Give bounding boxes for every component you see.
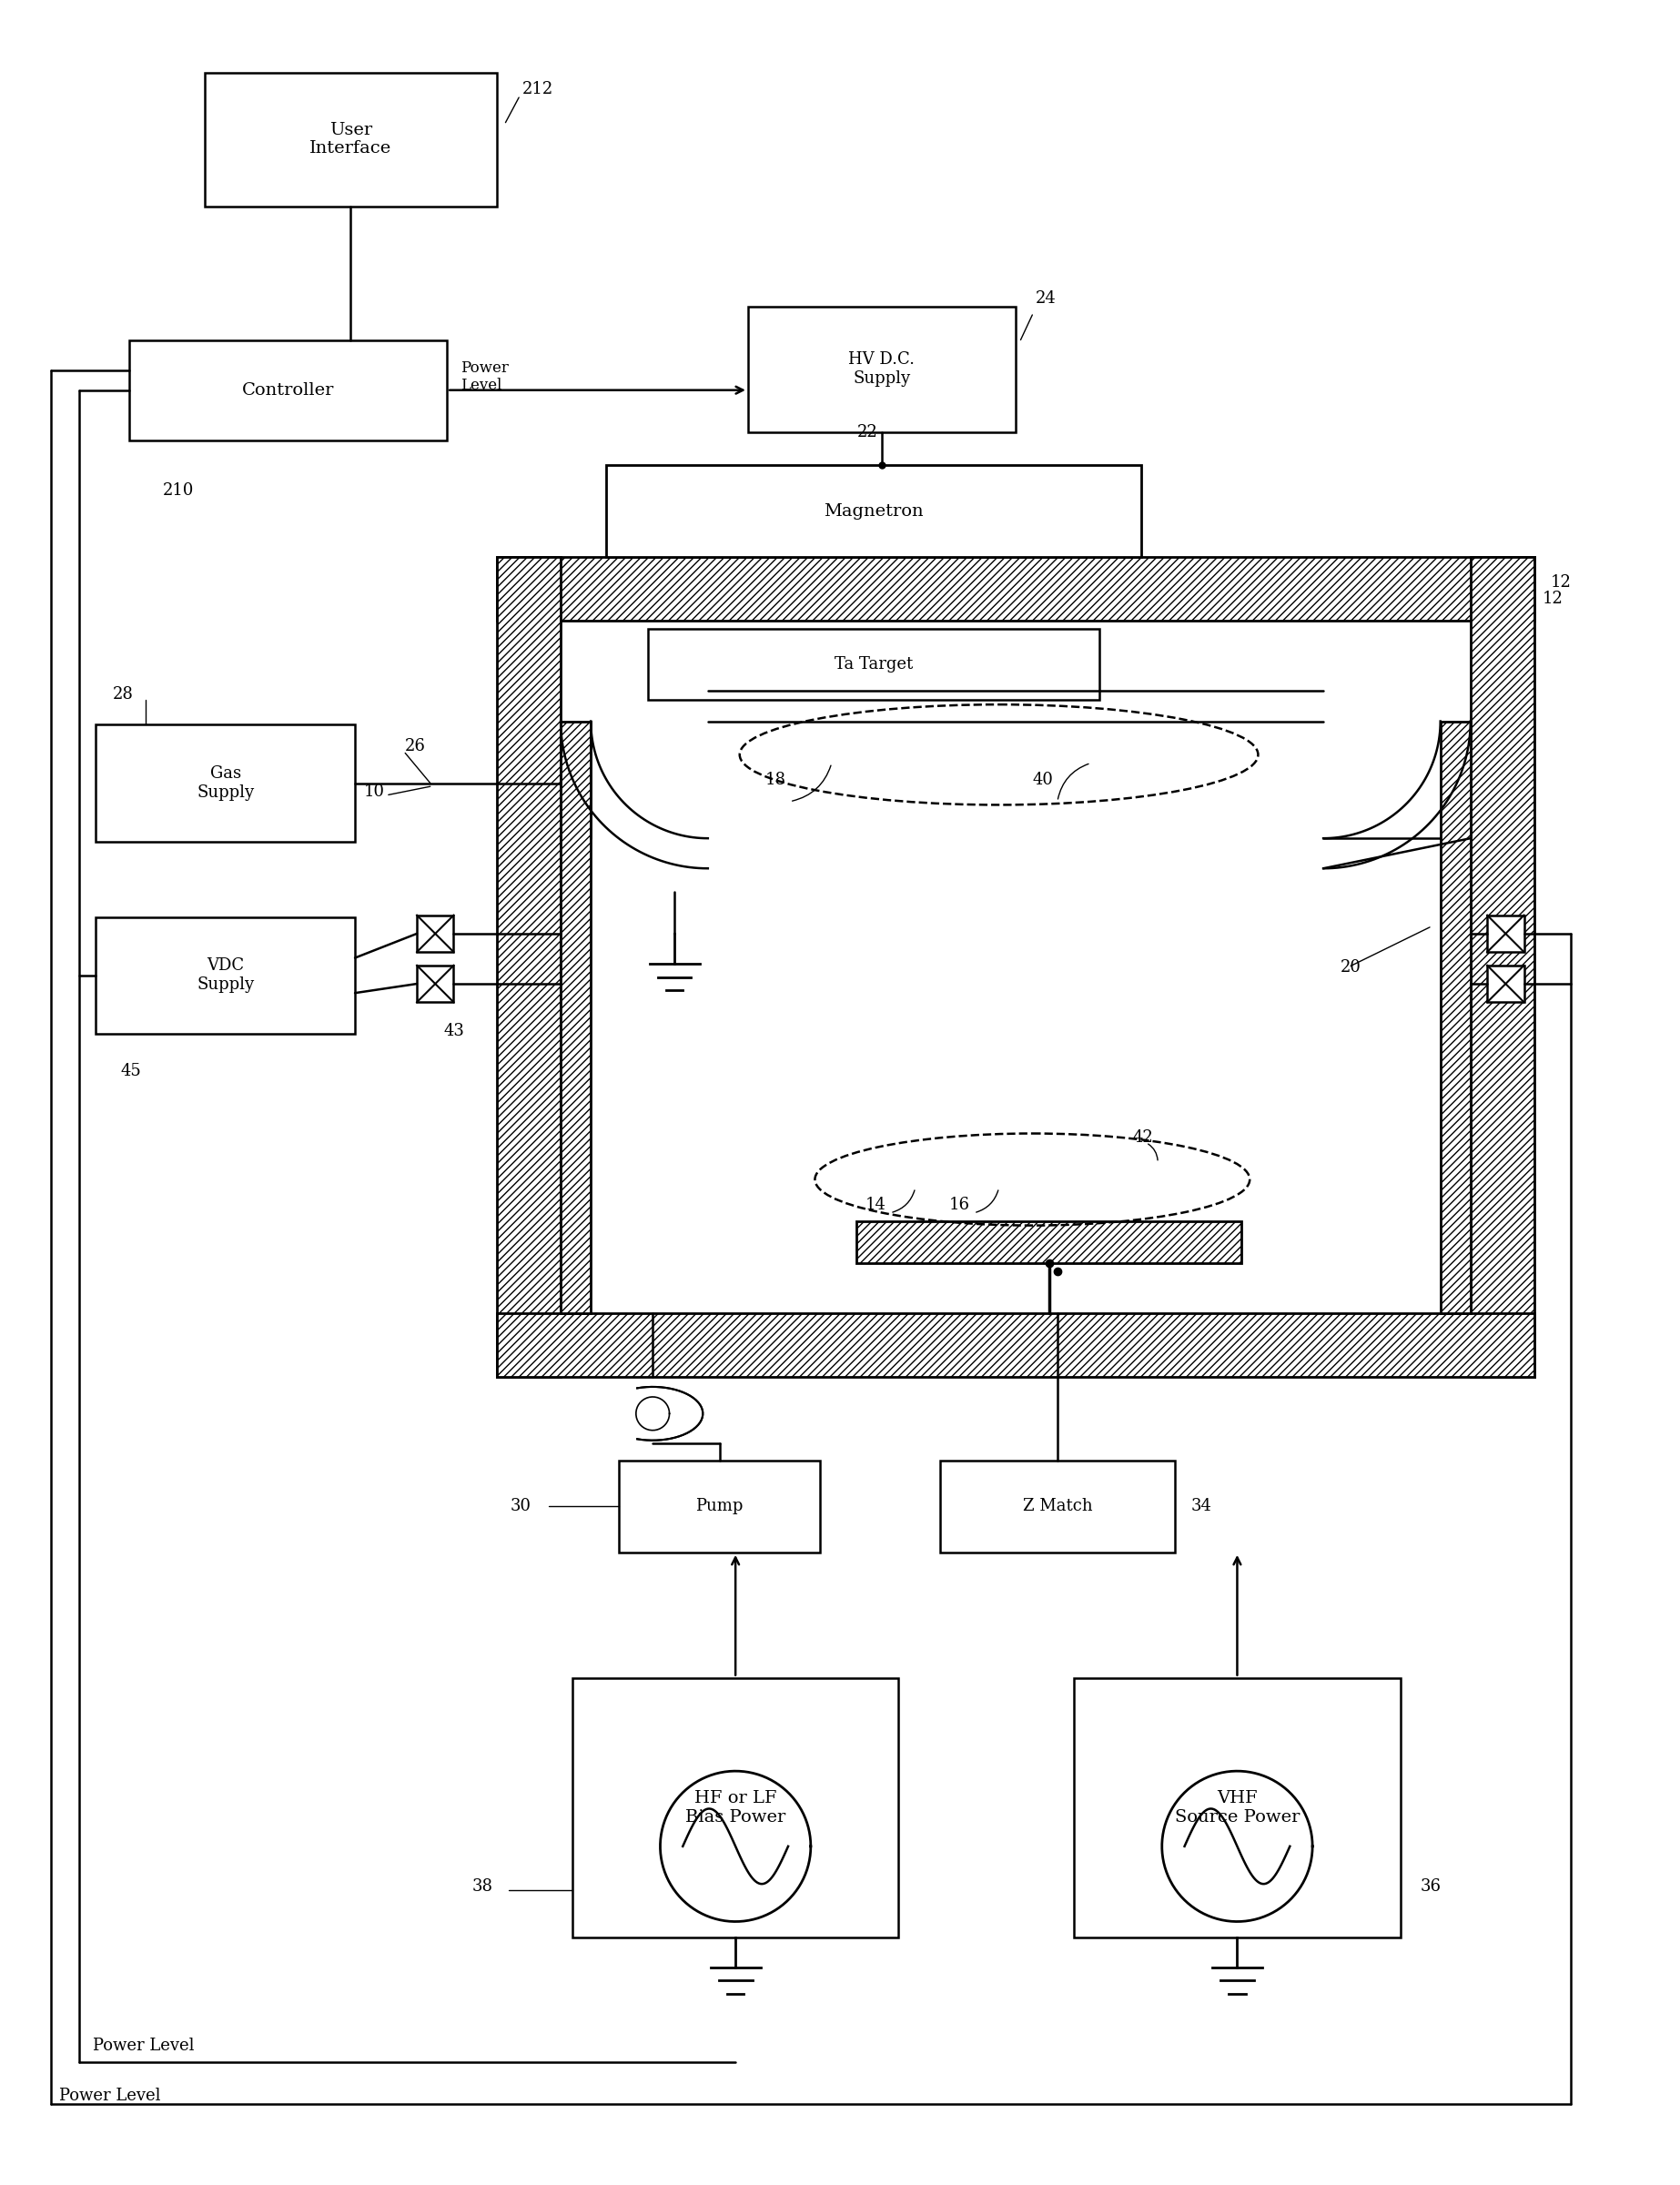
Bar <box>857 1221 1242 1263</box>
Text: Pump: Pump <box>696 1499 744 1514</box>
Bar <box>648 629 1099 699</box>
Text: 28: 28 <box>113 686 133 704</box>
Text: 210: 210 <box>163 483 193 498</box>
Text: 40: 40 <box>1032 771 1053 789</box>
Text: VDC
Supply: VDC Supply <box>197 957 254 994</box>
Bar <box>1487 966 1524 1003</box>
Text: 36: 36 <box>1420 1879 1441 1894</box>
Text: 12: 12 <box>1551 575 1571 590</box>
Bar <box>497 557 1534 621</box>
Bar <box>497 557 561 1377</box>
Text: 34: 34 <box>1191 1499 1211 1514</box>
Text: 14: 14 <box>865 1197 885 1213</box>
Bar <box>1440 721 1470 1313</box>
Text: 20: 20 <box>1341 959 1361 975</box>
Text: 42: 42 <box>1132 1130 1154 1145</box>
Bar <box>620 1460 820 1551</box>
Text: HV D.C.
Supply: HV D.C. Supply <box>848 352 916 387</box>
Text: Magnetron: Magnetron <box>823 503 924 520</box>
Bar <box>573 1678 899 1938</box>
Text: 10: 10 <box>363 782 385 800</box>
Bar <box>129 341 447 441</box>
Bar <box>1074 1678 1399 1938</box>
Text: 16: 16 <box>949 1197 969 1213</box>
Bar <box>497 1313 1534 1377</box>
Text: User
Interface: User Interface <box>309 122 391 157</box>
Text: Controller: Controller <box>242 382 334 398</box>
Bar <box>606 465 1141 557</box>
Bar <box>205 72 497 205</box>
Text: Gas
Supply: Gas Supply <box>197 765 254 800</box>
Text: 22: 22 <box>857 424 877 439</box>
Text: 12: 12 <box>1542 590 1562 607</box>
Text: Power Level: Power Level <box>59 2087 161 2104</box>
Text: 212: 212 <box>522 81 553 98</box>
Bar <box>417 966 454 1003</box>
Bar <box>96 918 354 1034</box>
Text: 38: 38 <box>472 1879 492 1894</box>
Text: Power
Level: Power Level <box>460 361 509 393</box>
Bar <box>941 1460 1174 1551</box>
Text: 43: 43 <box>444 1023 464 1038</box>
Bar <box>417 916 454 953</box>
Text: 30: 30 <box>511 1499 531 1514</box>
Text: Ta Target: Ta Target <box>835 655 912 673</box>
Text: 45: 45 <box>121 1062 141 1079</box>
Bar <box>561 721 591 1313</box>
Text: Z Match: Z Match <box>1023 1499 1092 1514</box>
Text: HF or LF
Bias Power: HF or LF Bias Power <box>685 1790 786 1824</box>
Text: 26: 26 <box>405 739 427 754</box>
Text: Power Level: Power Level <box>92 2039 193 2054</box>
Bar <box>748 306 1016 433</box>
Bar <box>96 725 354 841</box>
Text: 18: 18 <box>764 771 786 789</box>
Text: VHF
Source Power: VHF Source Power <box>1174 1790 1300 1824</box>
Bar <box>1470 557 1534 1377</box>
Text: 24: 24 <box>1035 291 1057 306</box>
Bar <box>1487 916 1524 953</box>
